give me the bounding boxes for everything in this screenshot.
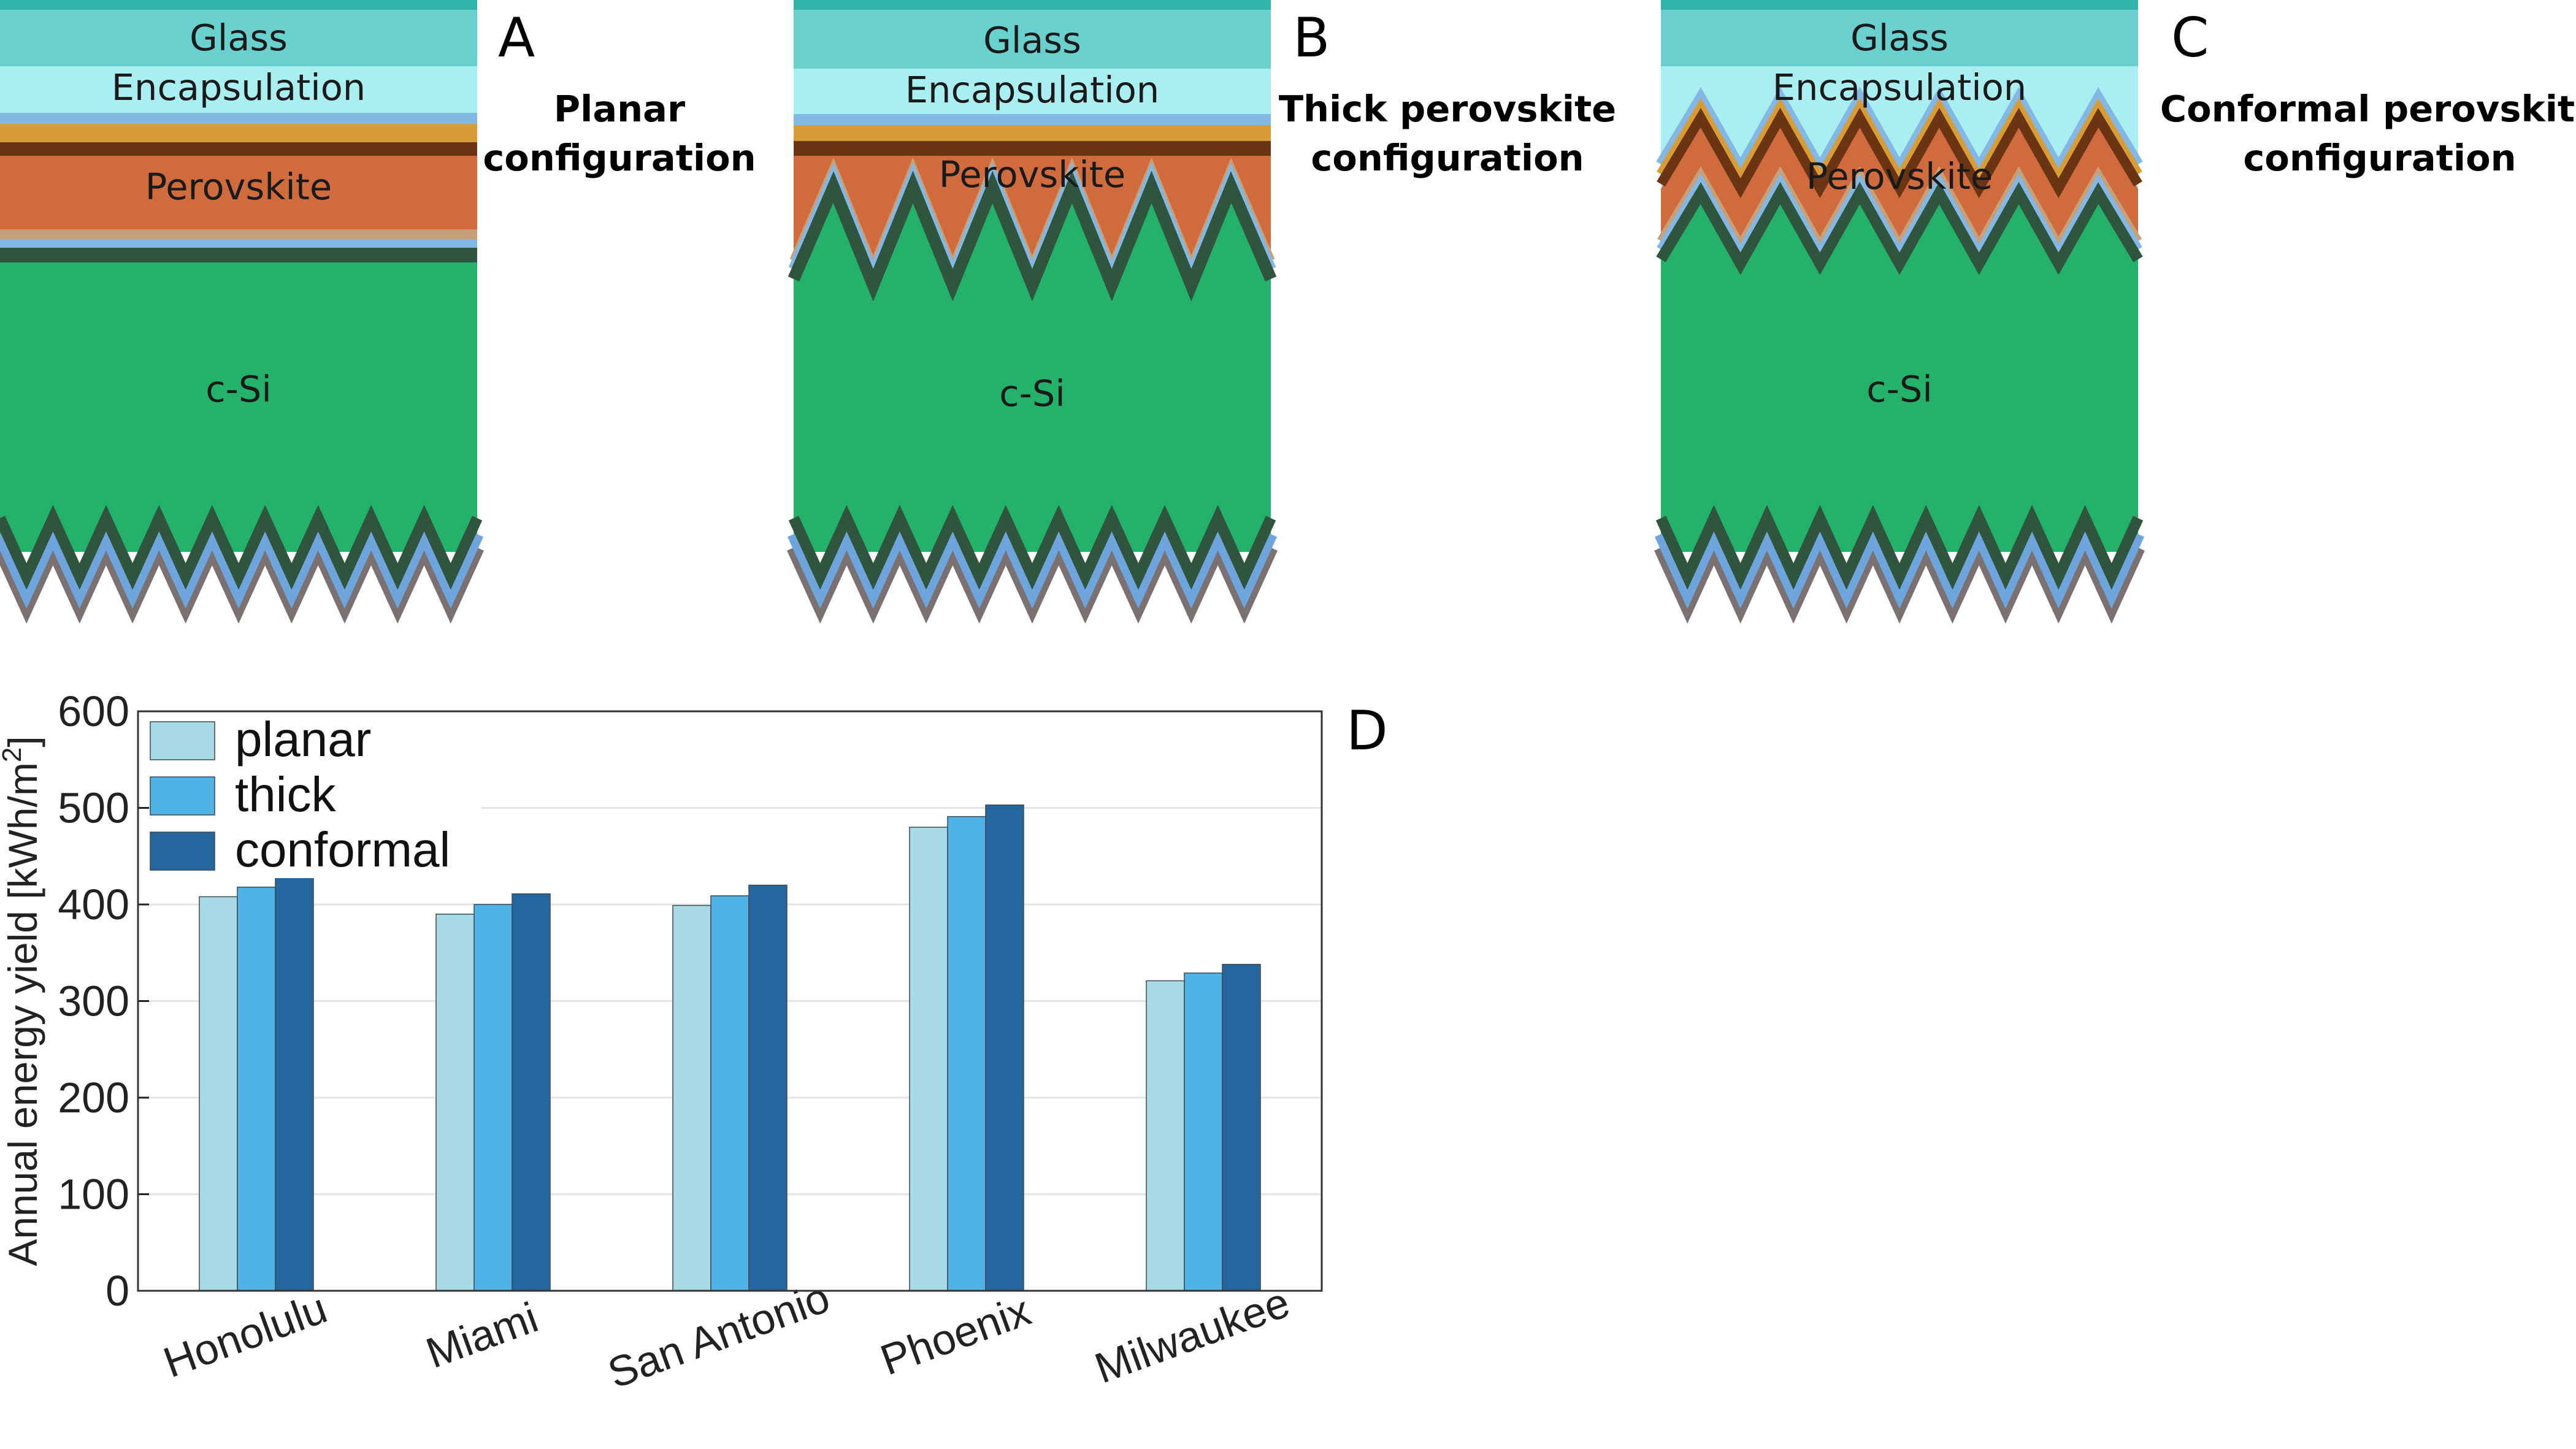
gold-layer [794, 125, 1271, 141]
back-dark-layer [788, 505, 1276, 590]
bar-planar-2 [672, 904, 711, 1291]
legend-label-conformal: conformal [235, 822, 450, 877]
bar-conformal-4 [1222, 963, 1261, 1291]
category-label: Milwaukee [1089, 1278, 1295, 1392]
glass-label: Glass [190, 17, 288, 59]
bar-thick-4 [1184, 973, 1223, 1291]
y-axis-label-main: Annual energy yield [kWh/m [0, 762, 45, 1266]
bar-planar-4 [1146, 980, 1185, 1291]
bar-planar-1 [435, 914, 475, 1291]
perovskite-label: Perovskite [1806, 155, 1993, 197]
energy-yield-chart: 0 100 200 300 400 500 600 Honolulu Miami San Anto… [0, 687, 1388, 1397]
glass-label: Glass [1850, 17, 1949, 59]
bar-conformal-3 [985, 805, 1024, 1291]
glass-layer [1661, 10, 2138, 66]
category-label: Honolulu [158, 1284, 333, 1387]
glass-top-edge [1661, 0, 2138, 10]
y-tick-label: 400 [58, 881, 129, 928]
silicon-label: c-Si [999, 372, 1065, 415]
encapsulation-label: Encapsulation [112, 66, 366, 109]
front-contact-layer [794, 114, 1271, 125]
brown-layer [0, 142, 477, 156]
panel-letter-d: D [1346, 699, 1388, 762]
perovskite-label: Perovskite [145, 166, 332, 208]
encapsulation-label: Encapsulation [905, 69, 1159, 111]
y-tick-label: 0 [105, 1267, 129, 1315]
y-tick-label: 100 [58, 1171, 129, 1218]
legend-label-planar: planar [235, 712, 371, 767]
back-blue-layer [0, 518, 484, 609]
y-axis-label-end: ] [0, 736, 45, 747]
plot-frame [137, 710, 1323, 1292]
legend-label-thick: thick [235, 767, 336, 822]
dark-junction-layer [0, 248, 477, 262]
y-tick-label: 600 [58, 687, 129, 735]
bar-conformal-2 [748, 884, 788, 1291]
y-tick-label: 500 [58, 784, 129, 832]
brown-layer [794, 141, 1271, 156]
category-label: San Antonio [602, 1273, 835, 1397]
config-title-line-2: configuration [2243, 137, 2516, 179]
dark-junction-layer [788, 170, 1277, 302]
perovskite-layer [0, 156, 477, 229]
bar-thick-2 [710, 895, 749, 1291]
back-dark-layer [1655, 505, 2144, 590]
back-blue-layer [1654, 518, 2145, 609]
config-title-line-1: Planar [554, 88, 685, 130]
silicon-texture [1661, 193, 2138, 552]
glass-label: Glass [983, 19, 1081, 61]
glass-layer [794, 10, 1271, 69]
perovskite-layer [1661, 123, 2138, 245]
tan-layer [0, 229, 477, 239]
silicon-label: c-Si [205, 368, 272, 410]
config-title-line-2: configuration [1311, 137, 1584, 179]
encapsulation-label: Encapsulation [1773, 66, 2026, 109]
perovskite-label: Perovskite [939, 153, 1125, 196]
category-label: Phoenix [875, 1287, 1037, 1385]
encapsulation-layer [794, 69, 1271, 114]
brown-layer [1657, 107, 2142, 199]
glass-layer [0, 10, 477, 66]
legend-swatch-thick [150, 776, 215, 816]
glass-top-edge [0, 0, 477, 10]
legend-swatch-conformal [150, 832, 215, 871]
bar-thick-0 [237, 886, 276, 1291]
y-tick-label: 200 [58, 1074, 129, 1122]
back-blue-layer [787, 518, 1278, 609]
bar-thick-3 [947, 816, 986, 1291]
panel-letter: A [498, 6, 535, 69]
panel-a: Glass Encapsulation Perovskite c-Si A Planar c… [0, 0, 756, 624]
config-title-line-2: configuration [483, 137, 756, 179]
back-dark-layer [0, 505, 483, 590]
config-title-line-1: Thick perovskite [1279, 88, 1616, 130]
bar-conformal-0 [275, 877, 314, 1291]
panel-letter: C [2171, 6, 2209, 69]
bar-conformal-1 [512, 893, 551, 1291]
bar-planar-0 [199, 896, 238, 1291]
gold-layer [0, 124, 477, 142]
silicon-texture [794, 187, 1271, 552]
y-axis-label-sup: 2 [0, 747, 27, 762]
bar-thick-1 [473, 904, 513, 1291]
dark-junction-layer [1656, 182, 2143, 275]
category-label: Miami [420, 1293, 544, 1377]
panel-letter: B [1293, 6, 1330, 69]
bar-planar-3 [909, 827, 948, 1291]
glass-top-edge [794, 0, 1271, 10]
y-tick-label: 300 [58, 977, 129, 1025]
panel-b: Glass Encapsulation Perovskite c-Si B Thick p… [787, 0, 1616, 624]
encapsulation-layer [0, 66, 477, 113]
front-contact-layer [0, 113, 477, 124]
legend-swatch-planar [150, 721, 215, 760]
panel-c: Glass Encapsulation Perovskite c-Si C Conform… [1654, 0, 2576, 624]
structure-panels: Glass Encapsulation Perovskite c-Si A Planar c… [0, 0, 2576, 624]
silicon-label: c-Si [1866, 368, 1933, 410]
y-axis-label: Annual energy yield [kWh/m2] [0, 736, 45, 1266]
config-title-line-1: Conformal perovskite [2160, 88, 2576, 130]
silicon-layer [0, 258, 477, 552]
